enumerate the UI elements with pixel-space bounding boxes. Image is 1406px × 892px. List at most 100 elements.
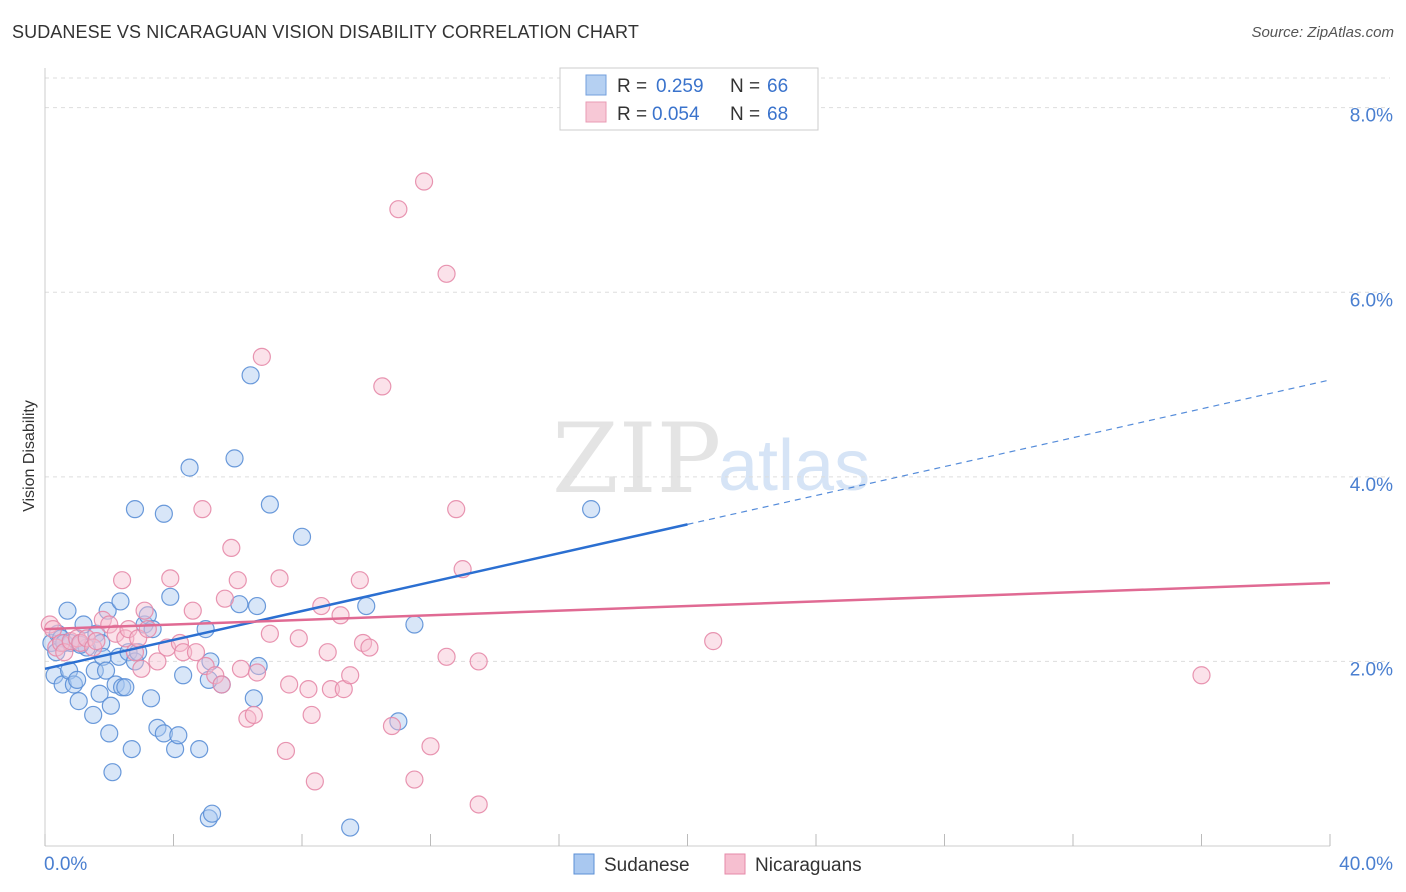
nicaraguan-point (389, 200, 408, 219)
nicaraguan-point (421, 737, 440, 756)
y-axis-label: Vision Disability (21, 400, 38, 512)
nicaraguan-point (132, 659, 151, 678)
bottom-legend-swatch-sudanese (573, 853, 595, 875)
sudanese-point (161, 587, 180, 606)
nicaraguan-point (222, 538, 241, 558)
nicaraguan-point (360, 638, 379, 657)
sudanese-point (244, 689, 263, 708)
nicaraguan-point (87, 632, 106, 651)
nicaraguan-point (469, 795, 488, 814)
nicaraguan-point (135, 601, 154, 620)
nicaraguan-point (414, 172, 434, 191)
sudanese-point (111, 592, 130, 611)
sudanese-point (154, 724, 173, 743)
sudanese-point (292, 527, 312, 546)
sudanese-point (241, 366, 260, 385)
sudanese-point (100, 724, 119, 743)
sudanese-point (405, 615, 424, 634)
nicaraguan-point (276, 741, 296, 761)
nicaraguan-point (704, 632, 723, 651)
y-tick-label: 2.0% (1350, 659, 1393, 680)
nicaraguan-point (215, 589, 234, 608)
bottom-legend-label-sudanese: Sudanese (604, 855, 690, 876)
nicaraguan-point (405, 770, 424, 789)
nicaraguan-point (437, 647, 456, 666)
nicaraguan-point (206, 666, 225, 685)
x-tick-marks (44, 834, 1331, 846)
y-tick-label: 8.0% (1350, 106, 1393, 127)
y-tick-labels: 2.0% 4.0% 6.0% 8.0% (1350, 106, 1393, 681)
sudanese-point (125, 500, 145, 519)
y-tick-label: 4.0% (1350, 475, 1393, 496)
nicaraguan-point (280, 675, 299, 694)
nicaraguan-point (183, 601, 202, 620)
nicaraguan-point (161, 569, 180, 588)
nicaraguan-point (331, 606, 350, 625)
sudanese-point (202, 804, 222, 823)
watermark-zip: ZIP (552, 403, 721, 515)
nicaraguan-point (318, 643, 337, 662)
nicaraguan-point (302, 705, 321, 725)
bottom-legend-swatch-nicaraguan (724, 853, 746, 875)
sudanese-point (180, 458, 199, 477)
nicaraguan-point (447, 500, 466, 519)
nicaraguan-points (40, 172, 1211, 814)
nicaraguan-trend-line (44, 581, 1331, 631)
nicaraguan-point (247, 663, 267, 682)
nicaraguan-point (138, 620, 157, 639)
nicaraguan-point (1192, 666, 1211, 685)
sudanese-point (96, 661, 116, 680)
x-tick-label-min: 0.0% (44, 854, 87, 875)
y-tick-label: 6.0% (1350, 290, 1393, 311)
sudanese-point (190, 739, 209, 759)
legend-box: R = 0.259 N = 66 R = 0.054 N = 68 (559, 67, 819, 131)
nicaraguan-point (299, 680, 318, 699)
nicaraguan-point (305, 772, 324, 791)
bottom-legend-label-nicaraguan: Nicaraguans (755, 855, 862, 876)
sudanese-point (101, 696, 120, 715)
nicaraguan-point (382, 716, 402, 736)
nicaraguan-point (270, 569, 289, 588)
x-tick-label-max: 40.0% (1339, 854, 1393, 875)
legend-r-label-nicaraguan: R = (617, 104, 647, 125)
legend-n-value-sudanese: 66 (767, 76, 788, 97)
trend-lines (44, 379, 1331, 671)
sudanese-point (357, 596, 376, 616)
legend-r-label-sudanese: R = (617, 76, 647, 97)
sudanese-point (174, 666, 193, 685)
nicaraguan-point (469, 652, 488, 671)
sudanese-point (103, 763, 122, 782)
sudanese-point (166, 739, 185, 759)
nicaraguan-point (228, 571, 247, 590)
chart-source: Source: ZipAtlas.com (1251, 24, 1394, 41)
nicaraguan-point (373, 377, 392, 396)
nicaraguan-point (100, 615, 119, 634)
sudanese-point (247, 596, 267, 616)
nicaraguan-point (148, 652, 167, 671)
nicaraguan-point (321, 680, 341, 699)
nicaraguan-point (260, 624, 279, 643)
sudanese-point (58, 601, 77, 620)
legend-n-label-nicaraguan: N = (730, 104, 760, 125)
nicaraguan-point (174, 643, 193, 662)
legend-r-value-sudanese: 0.259 (656, 76, 704, 97)
sudanese-point (154, 504, 173, 523)
legend-swatch-nicaraguan (585, 101, 607, 123)
sudanese-point (141, 689, 161, 708)
nicaraguan-point (244, 705, 263, 725)
sudanese-point (98, 601, 117, 620)
watermark-atlas: atlas (718, 426, 870, 506)
bottom-legend: Sudanese Nicaraguans (573, 853, 862, 876)
sudanese-point (68, 670, 87, 689)
sudanese-point (84, 705, 103, 725)
sudanese-point (249, 656, 268, 676)
nicaraguan-point (186, 643, 206, 662)
nicaraguan-point (341, 666, 360, 685)
nicaraguan-point (112, 571, 132, 590)
nicaraguan-point (231, 659, 251, 678)
sudanese-point (122, 739, 141, 759)
nicaraguan-point (55, 643, 74, 662)
sudanese-trend-line (44, 523, 688, 671)
